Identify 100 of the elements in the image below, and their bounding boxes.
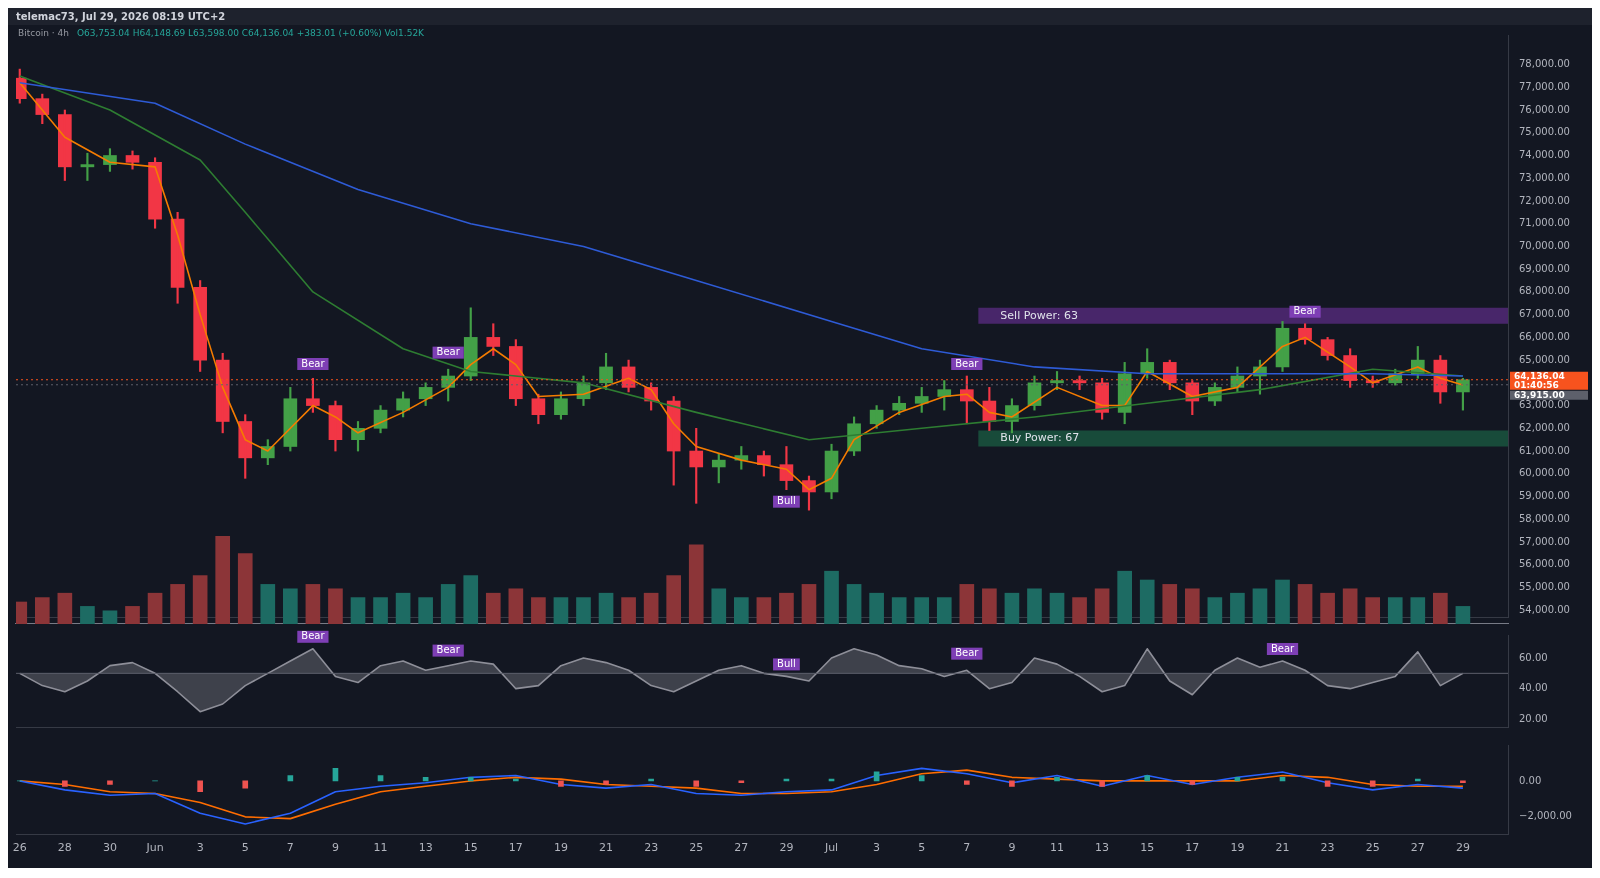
annotation: Bear bbox=[301, 357, 326, 369]
chart-subtitle: O63,753.04 H64,148.69 L63,598.00 C64,136.04 +383.01 (+0.60%) Vol1.52K bbox=[76, 28, 425, 38]
bar bbox=[1009, 780, 1015, 787]
y-tick-label: 60,000.00 bbox=[1519, 467, 1570, 479]
y-tick-label: 63,000.00 bbox=[1519, 399, 1570, 411]
x-tick-label: 3 bbox=[873, 841, 881, 855]
y-tick-label: 60.00 bbox=[1519, 651, 1548, 663]
bar bbox=[1387, 597, 1403, 624]
bar bbox=[666, 575, 682, 624]
bar bbox=[463, 575, 479, 624]
annotation: Bear bbox=[955, 357, 980, 369]
y-tick-label: 54,000.00 bbox=[1519, 603, 1570, 615]
bar bbox=[824, 570, 839, 624]
bar bbox=[734, 597, 749, 624]
annotation: Bear bbox=[436, 644, 461, 656]
bar bbox=[711, 588, 727, 624]
bar bbox=[1004, 592, 1020, 624]
bar bbox=[1275, 579, 1290, 624]
y-tick-label: 0.00 bbox=[1519, 774, 1542, 786]
annotation: Bear bbox=[1270, 642, 1296, 654]
bar bbox=[102, 610, 118, 624]
x-tick-label: 11 bbox=[373, 841, 388, 855]
bar bbox=[350, 597, 366, 624]
bar bbox=[508, 588, 524, 624]
x-tick-label: 26 bbox=[12, 841, 27, 855]
y-tick-label: 75,000.00 bbox=[1519, 126, 1570, 138]
bar bbox=[485, 592, 501, 624]
bar bbox=[1162, 584, 1178, 624]
y-tick-label: 57,000.00 bbox=[1519, 535, 1570, 547]
y-tick-label: 67,000.00 bbox=[1519, 308, 1570, 320]
y-tick-label: 55,000.00 bbox=[1519, 581, 1570, 593]
bar bbox=[1207, 597, 1223, 624]
bar bbox=[1099, 780, 1105, 787]
y-tick-label: 71,000.00 bbox=[1519, 217, 1570, 229]
bar bbox=[531, 597, 546, 624]
y-tick-label: 66,000.00 bbox=[1519, 330, 1570, 342]
bar bbox=[1117, 570, 1132, 624]
bar bbox=[959, 584, 975, 624]
bar bbox=[963, 780, 970, 785]
bar bbox=[1252, 588, 1268, 624]
bar bbox=[237, 553, 253, 624]
bar bbox=[936, 597, 952, 624]
bar bbox=[125, 606, 140, 624]
bar bbox=[328, 588, 343, 624]
annotation: Bull bbox=[777, 495, 796, 507]
bar bbox=[603, 780, 609, 785]
bar bbox=[1139, 579, 1155, 624]
bar bbox=[1455, 606, 1471, 624]
x-tick-label: 19 bbox=[553, 841, 568, 855]
y-tick-label: 56,000.00 bbox=[1519, 558, 1570, 570]
bar bbox=[779, 592, 794, 624]
bar bbox=[467, 777, 474, 782]
y-tick-label: 40.00 bbox=[1519, 682, 1548, 694]
bar bbox=[1184, 588, 1200, 624]
bar bbox=[1054, 777, 1060, 782]
bar bbox=[215, 536, 231, 624]
bar bbox=[395, 592, 411, 624]
x-tick-label: 29 bbox=[1455, 841, 1470, 855]
x-tick-label: Jul bbox=[823, 841, 839, 855]
x-tick-label: 19 bbox=[1230, 841, 1245, 855]
bar bbox=[283, 588, 298, 624]
x-tick-label: 7 bbox=[963, 841, 971, 855]
x-tick-label: 17 bbox=[508, 841, 523, 855]
band-label: Sell Power: 63 bbox=[1000, 308, 1078, 322]
y-tick-label: 77,000.00 bbox=[1519, 80, 1570, 92]
y-tick-label: 61,000.00 bbox=[1519, 444, 1570, 456]
band-label: Buy Power: 67 bbox=[1000, 431, 1080, 445]
y-tick-label: 20.00 bbox=[1519, 712, 1548, 724]
bar bbox=[107, 780, 113, 785]
x-tick-label: 5 bbox=[241, 841, 249, 855]
x-tick-label: 21 bbox=[599, 841, 614, 855]
y-tick-label: 72,000.00 bbox=[1519, 194, 1570, 206]
bar bbox=[1410, 597, 1426, 624]
bar bbox=[170, 584, 185, 624]
y-tick-label: 78,000.00 bbox=[1519, 58, 1570, 70]
bar bbox=[440, 584, 456, 624]
bar bbox=[242, 780, 249, 789]
annotation: Bear bbox=[301, 630, 326, 642]
bar bbox=[1369, 780, 1376, 787]
bar bbox=[846, 584, 862, 624]
bar bbox=[598, 592, 614, 624]
x-tick-label: 11 bbox=[1050, 841, 1065, 855]
bar bbox=[553, 597, 569, 624]
x-tick-label: 29 bbox=[779, 841, 794, 855]
bar bbox=[688, 544, 704, 624]
bar bbox=[1027, 588, 1042, 624]
x-tick-label: 27 bbox=[1410, 841, 1425, 855]
bar bbox=[1342, 588, 1358, 624]
bar bbox=[57, 592, 73, 624]
x-tick-label: 25 bbox=[1365, 841, 1380, 855]
bar bbox=[1230, 592, 1245, 624]
x-tick-label: 9 bbox=[1008, 841, 1016, 855]
y-tick-label: 74,000.00 bbox=[1519, 149, 1570, 161]
bar bbox=[693, 780, 700, 787]
bar bbox=[80, 606, 95, 624]
y-tick-label: 58,000.00 bbox=[1519, 512, 1570, 524]
x-tick-label: 28 bbox=[57, 841, 72, 855]
y-tick-label: −2,000.00 bbox=[1519, 810, 1572, 822]
bar bbox=[1049, 592, 1065, 624]
bar bbox=[1094, 588, 1110, 624]
